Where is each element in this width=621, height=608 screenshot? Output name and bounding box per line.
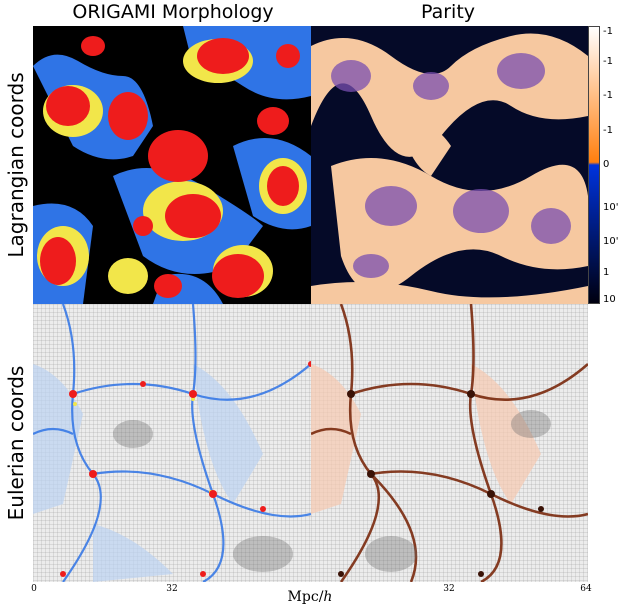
x-tick: 32 — [166, 584, 178, 594]
colorbar-tick: 10' — [603, 202, 619, 213]
row-label-lagrangian: Lagrangian coords — [4, 72, 28, 258]
panel-eulerian-morphology — [33, 304, 311, 582]
colorbar-tick: -1 — [603, 26, 613, 37]
x-axis-label-var: h — [323, 589, 333, 605]
x-axis-label: Mpc/h — [288, 589, 333, 605]
colorbar-tick: 10' — [603, 236, 619, 247]
colorbar-tick: 0 — [603, 159, 610, 170]
colorbar-tick: 10 — [603, 294, 616, 305]
title-origami-morphology: ORIGAMI Morphology — [72, 1, 274, 23]
colorbar — [588, 26, 600, 304]
x-axis-label-text: Mpc/ — [287, 589, 324, 605]
colorbar-tick: -1 — [603, 90, 613, 101]
colorbar-tick: -1 — [603, 56, 613, 67]
panel-lagrangian-parity — [311, 26, 588, 304]
x-tick: 64 — [580, 584, 592, 594]
colorbar-tick: -1 — [603, 125, 613, 136]
panel-eulerian-parity — [311, 304, 588, 582]
panel-lagrangian-morphology — [33, 26, 311, 304]
colorbar-tick: 1 — [603, 267, 610, 278]
title-parity: Parity — [420, 1, 476, 23]
x-tick: 32 — [443, 584, 455, 594]
x-tick: 0 — [31, 584, 37, 594]
row-label-eulerian: Eulerian coords — [4, 365, 28, 521]
